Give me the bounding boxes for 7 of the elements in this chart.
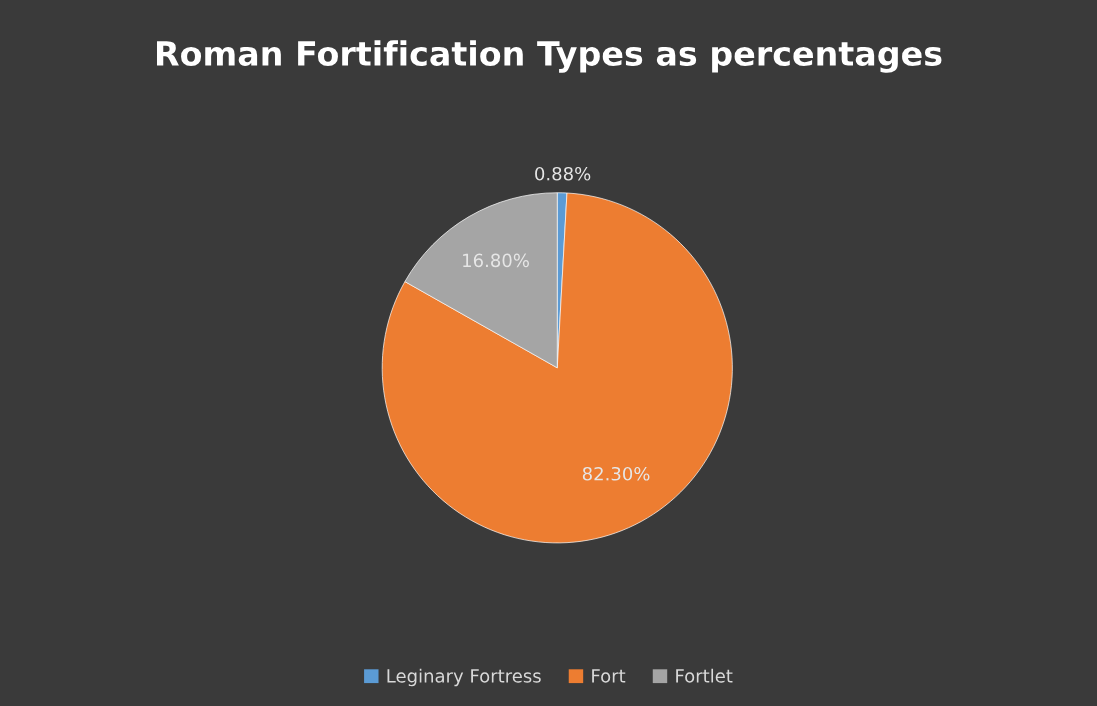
legend-label: Leginary Fortress bbox=[387, 668, 541, 687]
data-label: 16.80% bbox=[463, 253, 529, 268]
data-label: 82.30% bbox=[582, 466, 650, 481]
chart-title: Roman Fortification Types as percentages bbox=[156, 40, 942, 73]
legend-label: Fortlet bbox=[676, 668, 733, 683]
data-label: 0.88% bbox=[535, 166, 591, 181]
legend-label: Fort bbox=[592, 669, 626, 683]
